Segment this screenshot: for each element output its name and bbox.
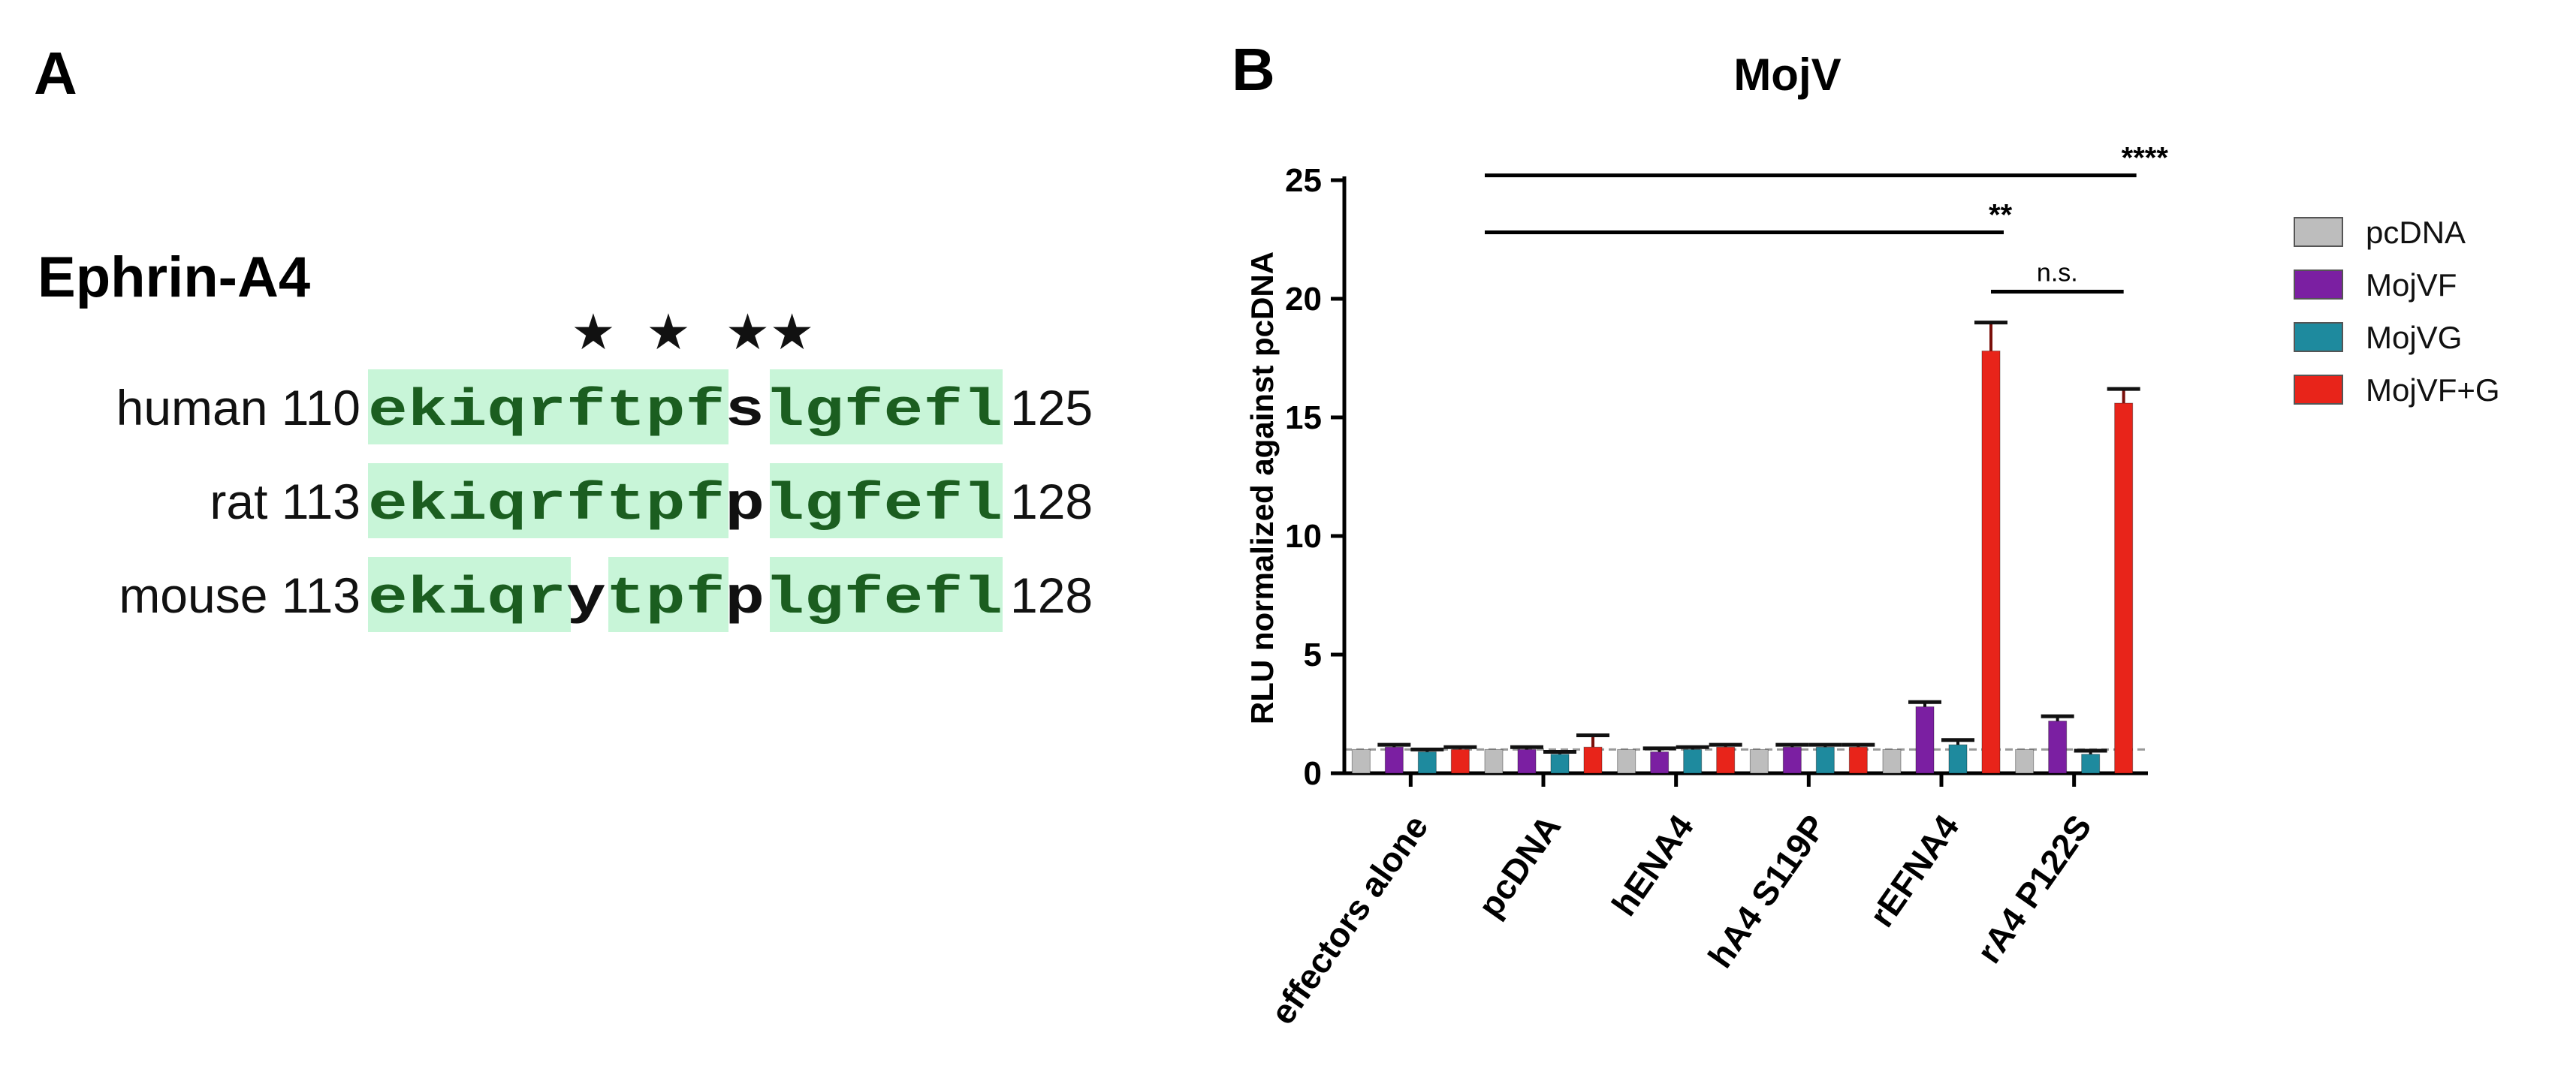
- bar: [1484, 748, 1504, 774]
- bar: [1450, 748, 1470, 774]
- significance-label: **: [1989, 199, 2013, 232]
- alignment-row-mouse: mouse 113 ekiqr y tpf p lgfefl 128: [119, 568, 1093, 629]
- bar: [1683, 748, 1703, 774]
- sequence: ekiqrftpf p lgfefl: [368, 476, 1003, 535]
- conserved-star-2: ★: [646, 304, 690, 360]
- bar: [1782, 746, 1802, 774]
- legend-label-mojvg: MojVG: [2366, 320, 2462, 355]
- bar: [1517, 748, 1537, 774]
- bar: [2114, 402, 2134, 774]
- plot-area: 0 5 10 15 20 25 effectors alone pcDNA hENA4 hA4 S…: [1262, 142, 2168, 1031]
- end-position: 128: [1010, 474, 1093, 529]
- highlight-mouse-1: [368, 557, 571, 632]
- alignment-row-human: human 110 ekiqrftpf s lgfefl 125: [116, 380, 1093, 441]
- y-tick-label: 0: [1304, 755, 1322, 792]
- legend-label-pcdna: pcDNA: [2366, 215, 2466, 250]
- legend-swatch-mojvf: [2294, 270, 2343, 300]
- y-tick-label: 15: [1285, 399, 1322, 436]
- chart-title: MojV: [1733, 50, 1841, 100]
- sequence: ekiqr y tpf p lgfefl: [368, 570, 1003, 629]
- x-tick-label: rA4 P122S: [1969, 808, 2099, 970]
- panel-a: A Ephrin-A4 ★ ★ ★★ human 110 ekiqrftpf s l…: [34, 40, 1093, 632]
- species-label: mouse 113: [119, 568, 360, 623]
- y-tick-label: 20: [1285, 281, 1322, 318]
- y-axis-label: RLU normalized against pcDNA: [1244, 251, 1280, 724]
- x-tick-label: pcDNA: [1470, 808, 1569, 924]
- legend-swatch-mojvg: [2294, 322, 2343, 352]
- significance-label: n.s.: [2037, 259, 2078, 288]
- alignment-highlights: [368, 369, 1003, 632]
- x-tick-label: hENA4: [1604, 808, 1701, 923]
- highlight-rat-2: [770, 463, 1003, 538]
- bar: [1417, 751, 1437, 774]
- species-label: human 110: [116, 380, 360, 435]
- highlight-mouse-2: [608, 557, 728, 632]
- highlight-rat-1: [368, 463, 728, 538]
- y-tick-label: 25: [1285, 162, 1322, 199]
- panel-b-letter: B: [1232, 36, 1275, 103]
- conserved-star-3: ★★: [725, 304, 814, 360]
- bar: [2081, 754, 2101, 774]
- bar: [2048, 720, 2068, 774]
- legend: pcDNA MojVF MojVG MojVF+G: [2294, 215, 2500, 408]
- bar: [1650, 751, 1670, 774]
- y-tick-label: 10: [1285, 518, 1322, 555]
- y-tick-label: 5: [1304, 637, 1322, 673]
- highlight-human-1: [368, 369, 728, 444]
- panel-a-letter: A: [34, 40, 77, 107]
- conserved-star-1: ★: [571, 304, 615, 360]
- bar: [1716, 746, 1736, 774]
- x-tick-label: effectors alone: [1262, 808, 1435, 1031]
- bar: [1848, 746, 1868, 774]
- bar: [1749, 748, 1769, 774]
- bar: [1882, 748, 1902, 774]
- bar: [1550, 754, 1570, 774]
- bar: [1815, 746, 1835, 774]
- x-tick-label: rEFNA4: [1862, 808, 1967, 934]
- x-tick-label: hA4 S119P: [1700, 808, 1834, 975]
- end-position: 128: [1010, 568, 1093, 623]
- highlight-human-2: [770, 369, 1003, 444]
- significance-label: ****: [2122, 142, 2169, 175]
- sequence: ekiqrftpf s lgfefl: [368, 382, 1003, 441]
- end-position: 125: [1010, 380, 1093, 435]
- bar: [1981, 351, 2001, 774]
- ephrin-title: Ephrin-A4: [38, 245, 310, 309]
- bar: [1384, 746, 1404, 774]
- legend-swatch-pcdna: [2294, 217, 2343, 247]
- legend-label-mojvfg: MojVF+G: [2366, 372, 2500, 408]
- bar: [1617, 748, 1636, 774]
- alignment-row-rat: rat 113 ekiqrftpf p lgfefl 128: [210, 474, 1093, 535]
- legend-swatch-mojvfg: [2294, 375, 2343, 405]
- bar: [2015, 748, 2035, 774]
- bar: [1351, 748, 1371, 774]
- bar: [1948, 744, 1968, 774]
- legend-label-mojvf: MojVF: [2366, 267, 2457, 303]
- bar: [1915, 706, 1935, 774]
- panel-b: B MojV RLU normalized against pcDNA 0 5 10…: [1232, 36, 2500, 1031]
- bar: [1583, 746, 1603, 774]
- highlight-mouse-3: [770, 557, 1003, 632]
- species-label: rat 113: [210, 474, 360, 529]
